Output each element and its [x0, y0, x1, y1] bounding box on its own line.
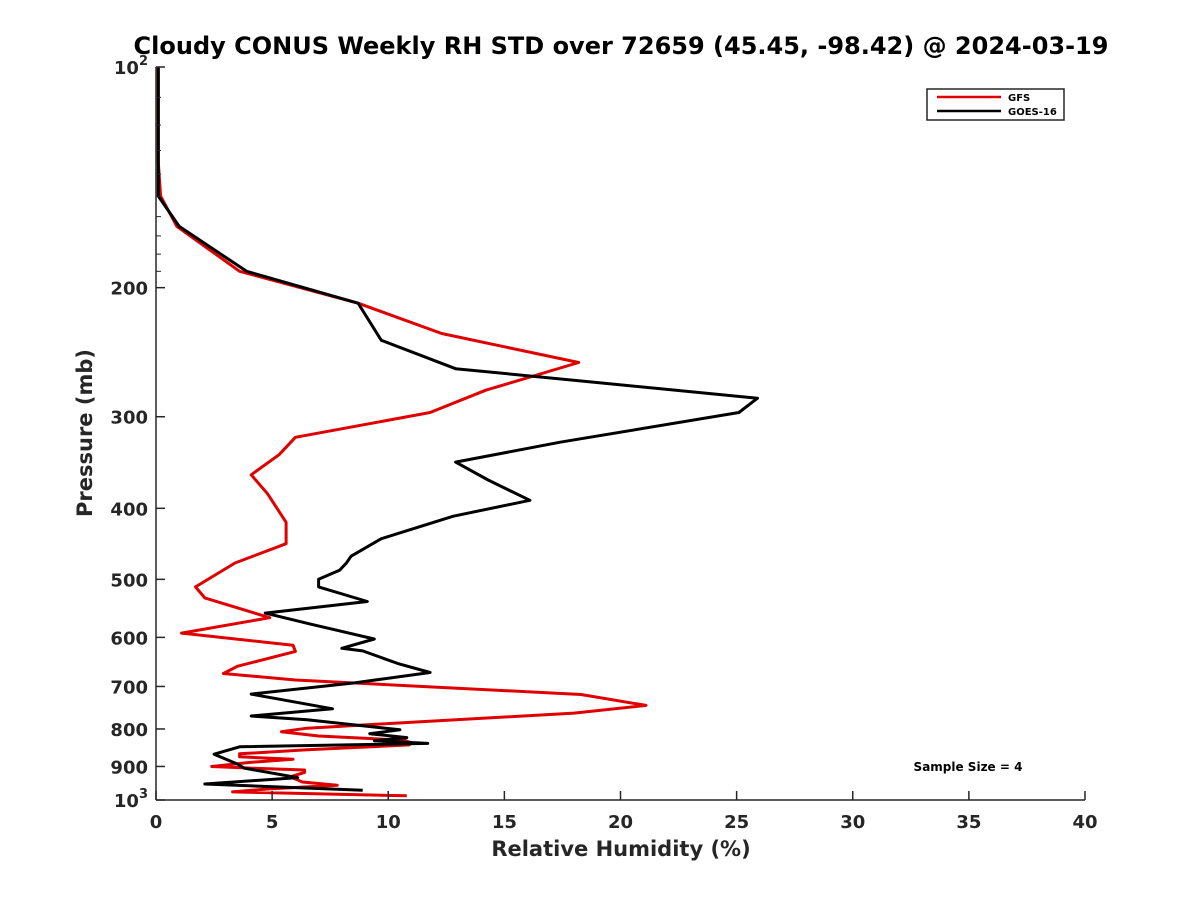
x-tick-label: 25	[724, 812, 749, 833]
y-tick-label: 200	[110, 279, 148, 300]
y-tick-label: 500	[110, 570, 148, 591]
chart-title: Cloudy CONUS Weekly RH STD over 72659 (4…	[134, 32, 1109, 60]
x-tick-label: 5	[266, 812, 279, 833]
y-tick-label: 600	[110, 628, 148, 649]
x-tick-label: 40	[1072, 812, 1097, 833]
y-tick-label: 300	[110, 408, 148, 429]
y-tick-label: 800	[110, 720, 148, 741]
x-axis-label: Relative Humidity (%)	[491, 837, 750, 861]
y-tick-label: 900	[110, 757, 148, 778]
x-tick-label: 0	[150, 812, 163, 833]
y-axis-label: Pressure (mb)	[73, 349, 97, 517]
x-tick-label: 15	[492, 812, 517, 833]
series-line-gfs	[156, 67, 648, 798]
x-tick-label: 35	[956, 812, 981, 833]
y-tick-label: 400	[110, 499, 148, 520]
legend: GFS GOES-16	[926, 88, 1065, 121]
ticks-layer: 0 5 10 15 20 25 30 35 40102200300400500600700800…	[110, 54, 1097, 833]
x-tick-label: 10	[376, 812, 401, 833]
x-tick-label: 20	[608, 812, 633, 833]
series-layer	[156, 67, 759, 798]
legend-box	[926, 88, 1065, 121]
series-line-goes16	[156, 67, 759, 792]
x-tick-label: 30	[840, 812, 865, 833]
y-tick-label: 700	[110, 677, 148, 698]
sample-size-annotation: Sample Size = 4	[914, 760, 1023, 774]
legend-label-goes16: GOES-16	[1008, 107, 1057, 118]
legend-label-gfs: GFS	[1008, 93, 1030, 104]
